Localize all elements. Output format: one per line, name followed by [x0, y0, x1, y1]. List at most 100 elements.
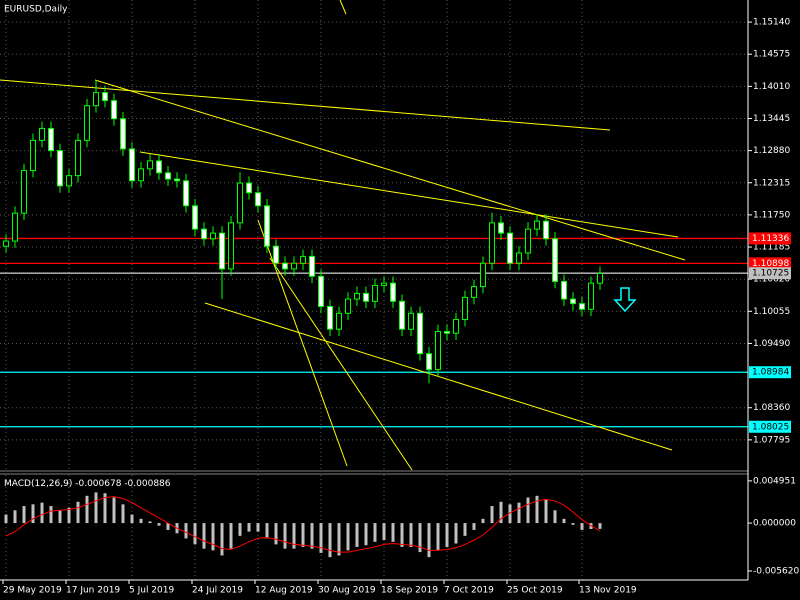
x-tick-label: 24 Jul 2019 [192, 586, 243, 596]
macd-bar [202, 523, 206, 549]
macd-bar [517, 502, 521, 524]
y-tick-label: 1.11185 [753, 243, 790, 253]
macd-bar [499, 501, 503, 524]
candle-body [408, 312, 414, 330]
candle-body [291, 262, 297, 270]
candle-body [21, 170, 27, 214]
y-tick-label: 1.14010 [753, 82, 790, 92]
signal-line [5, 496, 601, 553]
candle-body [444, 330, 450, 334]
candle-body [498, 222, 504, 234]
macd-value: -0.000678 [75, 479, 121, 489]
y-tick-label: 1.14575 [753, 50, 790, 60]
trendline [269, 257, 413, 471]
down-arrow [613, 287, 637, 313]
candle-body [345, 298, 351, 314]
signal-value: -0.000886 [124, 479, 170, 489]
macd-bar [427, 523, 431, 558]
macd-bar [436, 523, 440, 551]
macd-bar [229, 523, 233, 549]
candle-body [543, 220, 549, 240]
candle-body [381, 282, 387, 286]
macd-bar [544, 499, 548, 524]
candle-body [129, 148, 135, 182]
y-tick-label: 1.12880 [753, 146, 790, 156]
macd-bar [445, 523, 449, 547]
macd-bar [76, 501, 80, 524]
y-tick-label: 0.000000 [753, 519, 796, 529]
x-tick-label: 7 Oct 2019 [444, 586, 494, 596]
candle-body [138, 168, 144, 182]
candle-body [57, 150, 63, 187]
x-tick-label: 29 May 2019 [3, 586, 62, 596]
macd-bar [193, 523, 197, 545]
macd-bar [454, 523, 458, 544]
candle-body [570, 298, 576, 305]
candle-body [561, 280, 567, 300]
candle-body [48, 127, 54, 152]
macd-bar [409, 523, 413, 547]
candle-body [210, 232, 216, 240]
trendline [139, 151, 679, 238]
macd-bar [4, 514, 8, 524]
y-tick-label: 1.07795 [753, 435, 790, 445]
macd-bar [292, 523, 296, 549]
candle-body [417, 312, 423, 355]
x-tick-label: 17 Jun 2019 [66, 586, 120, 596]
candle-body [579, 303, 585, 310]
macd-bar [139, 518, 143, 524]
y-tick-label: 1.10055 [753, 307, 790, 317]
axis-layer: 1.15140 1.14575 1.14010 1.13445 1.12880 1.123… [2, 18, 799, 596]
macd-bar [85, 495, 89, 524]
macd-bar [481, 518, 485, 524]
y-tick-label: 1.08360 [753, 403, 790, 413]
macd-bar [553, 510, 557, 524]
candle-body [480, 262, 486, 288]
candle-body [219, 232, 225, 270]
x-tick-label: 18 Sep 2019 [381, 586, 438, 596]
level-label: 1.08025 [752, 422, 789, 432]
level-label-box [749, 267, 791, 280]
macd-bar [382, 523, 386, 541]
candle-body [183, 180, 189, 207]
macd-bar [256, 523, 260, 532]
macd-bar [184, 523, 188, 539]
candle-body [66, 175, 72, 187]
level-label: 1.10725 [752, 269, 789, 279]
macd-bar [247, 523, 251, 532]
candle-body [300, 255, 306, 264]
x-tick-label: 5 Jul 2019 [129, 586, 174, 596]
level-label: 1.08984 [752, 368, 789, 378]
candle-body [12, 212, 18, 242]
macd-bar [13, 510, 17, 524]
candle-body [264, 205, 270, 247]
macd-bar [49, 506, 53, 524]
y-tick-label: -0.005620 [753, 566, 799, 576]
candle-body [282, 262, 288, 270]
candle-body [318, 275, 324, 307]
candle-body [273, 245, 279, 264]
macd-title: MACD(12,26,9) -0.000678 -0.000886 [4, 479, 171, 489]
level-label-box [749, 232, 791, 245]
macd-bar [463, 523, 467, 536]
macd-bar [22, 506, 26, 524]
candle-body [363, 292, 369, 302]
trendline [204, 302, 673, 451]
candle-body [192, 205, 198, 230]
macd-name: MACD(12,26,9) [4, 479, 72, 489]
candle-body [336, 312, 342, 330]
level-layer [0, 237, 748, 428]
candle-body [516, 252, 522, 264]
trendline [339, 0, 347, 15]
candle-body [165, 172, 171, 180]
macd-bar [319, 523, 323, 553]
candle-body [111, 100, 117, 120]
macd-bar [58, 510, 62, 524]
candle-body [102, 92, 108, 102]
level-label: 1.10898 [752, 259, 789, 269]
macd-bar [67, 507, 71, 524]
macd-bar [220, 523, 224, 556]
